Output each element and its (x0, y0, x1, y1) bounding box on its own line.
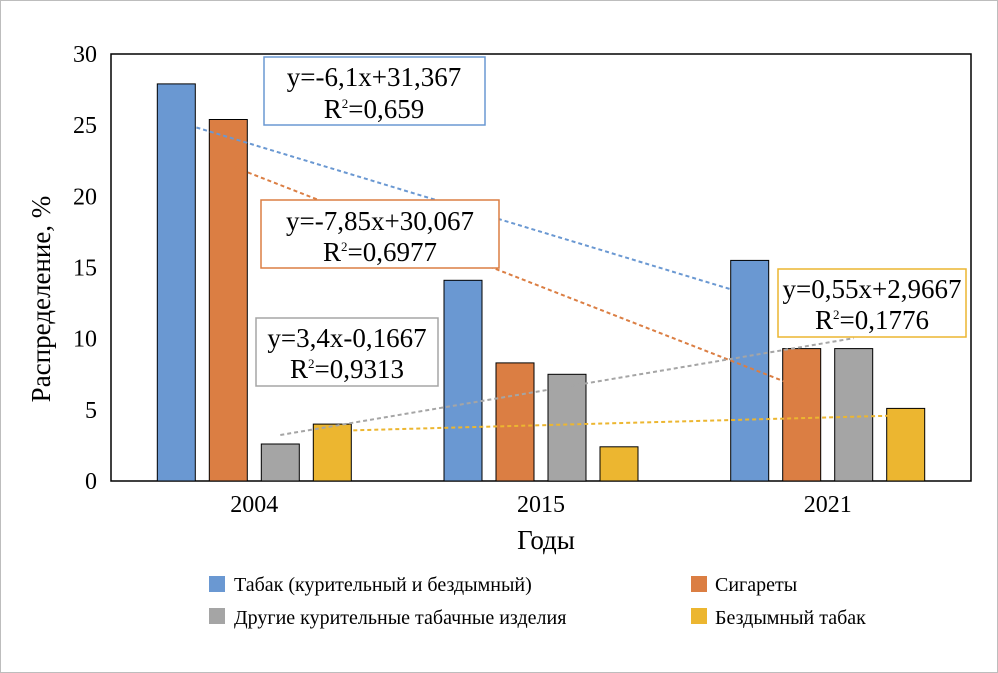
trendline (176, 120, 750, 296)
legend-swatch (209, 608, 225, 624)
y-tick-label: 5 (85, 398, 97, 424)
legend-swatch (209, 576, 225, 592)
y-tick-label: 25 (73, 113, 97, 139)
legend-item: Бездымный табак (691, 607, 866, 629)
legend-item: Другие курительные табачные изделия (209, 607, 566, 629)
x-tick-label: 2021 (804, 492, 852, 518)
bar (443, 279, 483, 482)
legend-label: Бездымный табак (715, 607, 866, 629)
trendline-r2: R2=0,6977 (323, 237, 437, 267)
trendline-equation: y=3,4x-0,1667 (267, 323, 426, 353)
trendline-label-box (255, 317, 439, 387)
trendline-label-tobacco: y=-6,1x+31,367 R2=0,659 (263, 56, 486, 126)
bar (547, 373, 587, 482)
bar (495, 362, 535, 482)
trendline (332, 414, 906, 432)
legend-swatch (691, 608, 707, 624)
trendline-equation: y=0,55x+2,9667 (783, 274, 962, 304)
y-tick-label: 15 (73, 256, 97, 282)
legend-label: Другие курительные табачные изделия (234, 607, 566, 629)
trendline-label-smokeless: y=0,55x+2,9667 R2=0,1776 (777, 268, 967, 338)
y-tick-label: 20 (73, 184, 97, 210)
trendline-label-box (260, 199, 500, 269)
trendline-equation: y=-6,1x+31,367 (287, 62, 461, 92)
x-tick-label: 2015 (517, 492, 565, 518)
x-tick-label: 2004 (230, 492, 278, 518)
x-axis-title: Годы (517, 525, 575, 555)
trendline-r2: R2=0,1776 (815, 305, 929, 335)
trendline-label-other-smoking: y=3,4x-0,1667 R2=0,9313 (255, 317, 439, 387)
trendline-equation: y=-7,85x+30,067 (286, 206, 474, 236)
trendline-r2: R2=0,659 (324, 94, 425, 124)
bar (730, 259, 770, 482)
legend-label: Табак (курительный и бездымный) (234, 574, 532, 596)
bar (782, 348, 822, 482)
bar (886, 407, 926, 482)
bar (260, 443, 300, 482)
trendline-label-cigarettes: y=-7,85x+30,067 R2=0,6977 (260, 199, 500, 269)
legend-label: Сигареты (715, 574, 797, 596)
y-tick-label: 30 (73, 42, 97, 68)
bar (156, 83, 196, 482)
y-tick-label: 0 (85, 469, 97, 495)
legend-swatch (691, 576, 707, 592)
y-tick-label: 10 (73, 327, 97, 353)
bar (208, 119, 248, 482)
trendline (227, 163, 803, 390)
trendline-label-box (263, 56, 486, 126)
y-axis-title: Распределение, % (26, 196, 56, 403)
legend-item: Табак (курительный и бездымный) (209, 574, 532, 596)
legend: Табак (курительный и бездымный) Сигареты… (209, 574, 866, 629)
legend-item: Сигареты (691, 574, 797, 596)
trendline-label-box (777, 268, 967, 338)
plot-area (110, 53, 972, 482)
trendline-r2: R2=0,9313 (290, 354, 404, 384)
bar (599, 446, 639, 482)
bar (312, 423, 352, 482)
bar (834, 348, 874, 482)
trendline (280, 337, 854, 436)
